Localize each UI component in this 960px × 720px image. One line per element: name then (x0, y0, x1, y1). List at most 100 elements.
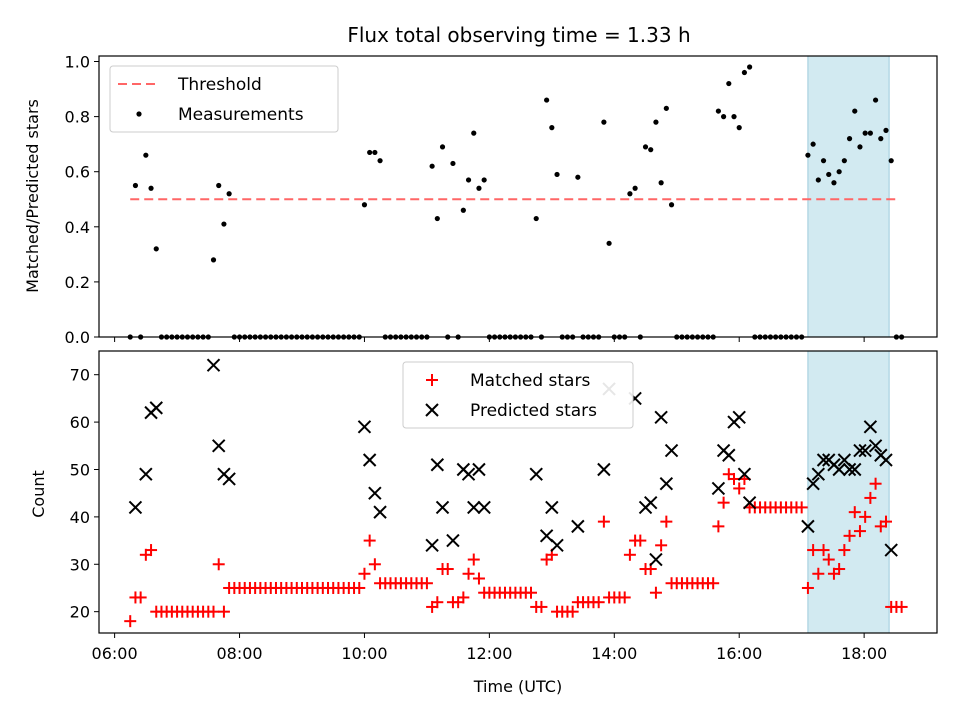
measurement-point (471, 130, 477, 136)
bottom-xtick-label: 18:00 (841, 644, 887, 663)
chart-title: Flux total observing time = 1.33 h (347, 23, 690, 47)
measurement-point (367, 149, 373, 156)
matched-star-point (807, 544, 820, 557)
measurement-point (642, 144, 649, 150)
measurement-point (668, 202, 675, 208)
measurement-point (841, 158, 847, 164)
measurement-point (815, 177, 821, 183)
measurement-point (805, 152, 811, 158)
predicted-star-point (879, 453, 893, 467)
predicted-star-point (368, 486, 382, 500)
matched-star-point (145, 544, 158, 557)
matched-star-points (124, 468, 908, 628)
measurement-point (741, 69, 748, 76)
matched-star-point (660, 515, 673, 528)
bottom-ytick-label: 50 (70, 460, 90, 479)
matched-star-point (535, 600, 548, 613)
measurement-point (361, 202, 368, 208)
measurement-point (533, 215, 539, 222)
top-ylabel: Matched/Predicted stars (23, 99, 42, 293)
predicted-star-point (477, 500, 491, 515)
legend-matched-swatch (426, 374, 438, 386)
measurement-point (857, 144, 863, 150)
measurement-point (867, 130, 873, 136)
top-axes-frame (98, 55, 938, 338)
measurement-point (715, 108, 721, 114)
predicted-star-point (545, 500, 559, 515)
matched-star-point (843, 529, 856, 542)
bottom-xtick-label: 08:00 (216, 644, 262, 663)
measurement-point (476, 185, 482, 191)
predicted-star-point (644, 495, 658, 510)
measurement-point (731, 114, 737, 120)
measurement-point (888, 158, 894, 164)
predicted-star-point (811, 467, 826, 481)
matched-star-point (358, 567, 371, 580)
measurement-point (450, 160, 456, 167)
matched-star-point (795, 501, 808, 514)
top-legend-box (109, 65, 339, 133)
predicted-star-point (649, 552, 663, 567)
predicted-star-point (461, 467, 476, 481)
top-ytick-label: 0.4 (65, 218, 90, 237)
legend-threshold-label: Threshold (177, 75, 262, 95)
measurement-point (862, 130, 868, 136)
matched-star-point (853, 525, 866, 538)
matched-star-point (363, 534, 376, 547)
top-ytick-label: 0.0 (65, 328, 90, 347)
predicted-star-point (529, 467, 543, 481)
predicted-star-point (212, 439, 226, 453)
predicted-star-point (430, 458, 445, 472)
measurement-point (132, 182, 139, 189)
measurement-point (148, 185, 154, 191)
predicted-star-point (858, 443, 872, 458)
matched-star-point (457, 591, 470, 604)
matched-star-point (618, 591, 631, 604)
measurement-point (648, 147, 654, 153)
bottom-axes-frame (98, 350, 938, 634)
measurement-point (377, 158, 383, 164)
measurement-point (153, 246, 159, 252)
matched-star-point (848, 506, 861, 519)
predicted-star-point (571, 519, 585, 534)
predicted-star-point (659, 476, 674, 491)
measurement-point (872, 97, 879, 103)
top-ytick-label: 1.0 (65, 53, 90, 72)
matched-star-point (134, 591, 147, 604)
bottom-legend: Matched stars Predicted stars (402, 361, 634, 429)
bottom-xlabel: Time (UTC) (473, 677, 562, 696)
predicted-star-point (128, 500, 143, 515)
matched-star-point (212, 558, 225, 571)
matched-star-point (822, 553, 835, 566)
predicted-star-point (446, 533, 460, 548)
matched-star-point (634, 534, 647, 547)
matched-star-point (420, 577, 433, 590)
legend-matched-label: Matched stars (470, 371, 590, 391)
bottom-ytick-label: 30 (70, 555, 90, 574)
measurement-point (221, 221, 227, 227)
matched-star-point (859, 510, 872, 523)
predicted-star-point (362, 453, 377, 467)
predicted-star-point (550, 538, 564, 553)
measurement-point (429, 163, 435, 169)
matched-star-point (472, 572, 485, 585)
matched-star-point (431, 596, 444, 609)
matched-star-point (712, 520, 725, 533)
top-ytick-label: 0.6 (65, 163, 90, 182)
predicted-star-point (654, 410, 668, 425)
bottom-ytick-label: 60 (70, 413, 90, 432)
bottom-shaded-region (807, 350, 890, 634)
predicted-star-point (435, 500, 450, 515)
measurement-point (846, 136, 853, 142)
measurement-point (210, 257, 217, 263)
measurement-point (465, 177, 472, 183)
measurement-point (632, 185, 638, 191)
matched-star-point (833, 563, 846, 576)
top-shaded-region (807, 55, 890, 338)
measurement-point (736, 125, 742, 131)
bottom-ytick-label: 20 (70, 603, 90, 622)
matched-star-point (597, 515, 610, 528)
matched-star-point (879, 515, 892, 528)
predicted-star-point (806, 476, 820, 491)
